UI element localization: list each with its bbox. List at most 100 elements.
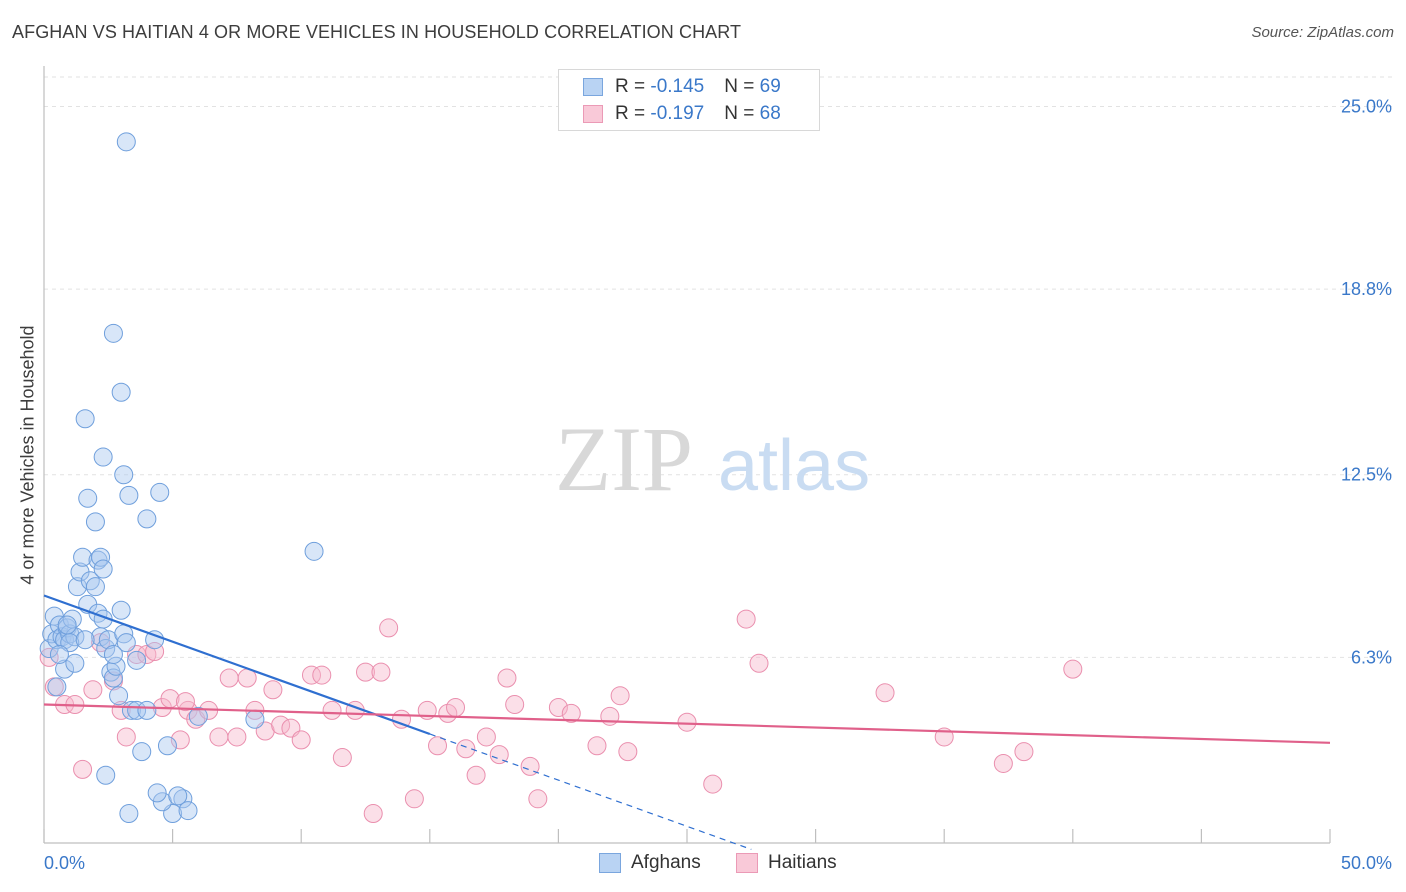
haitian-point [610,686,630,706]
afghan-point [119,804,139,824]
legend-item-afghans: Afghans [599,852,701,874]
afghan-point [65,653,85,673]
haitians-n-label: N = [724,103,760,124]
haitian-point [209,727,229,747]
haitian-point [428,736,448,756]
haitians-r-value: -0.197 [650,103,705,124]
afghans-legend-swatch [599,853,621,873]
afghan-point [111,382,131,402]
afghan-point [103,644,123,664]
afghan-point [109,686,129,706]
afghan-point [111,600,131,620]
haitian-point [116,727,136,747]
afghan-point [119,485,139,505]
afghan-point [132,742,152,762]
afghan-point [73,547,93,567]
afghan-points [39,132,324,824]
afghan-point [116,633,136,653]
afghan-point [103,323,123,343]
afghan-point [47,677,67,697]
watermark-atlas: atlas [718,426,870,506]
watermark: ZIP atlas [555,408,870,510]
haitian-point [561,703,581,723]
afghan-point [91,627,111,647]
afghans-r-label: R = [615,76,651,97]
haitians-n-value: 68 [759,103,781,124]
afghan-point [150,482,170,502]
haitian-point [312,665,332,685]
afghan-point [93,559,113,579]
haitian-point [456,739,476,759]
afghan-point [173,789,193,809]
haitian-point [73,759,93,779]
haitians-legend-label: Haitians [768,852,837,873]
afghan-point [49,644,69,664]
x-tick-label: 0.0% [44,853,85,873]
afghan-point [245,709,265,729]
afghan-point [127,700,147,720]
haitian-point [703,774,723,794]
afghan-point [88,603,108,623]
haitians-trend-line [43,703,1331,744]
afghan-point [85,512,105,532]
axes [43,66,1331,844]
afghan-point [168,786,188,806]
series-legend: Afghans Haitians [0,852,1406,878]
trend-lines [43,594,1331,850]
haitian-point [736,609,756,629]
haitian-point [291,730,311,750]
haitian-point [548,697,568,717]
haitian-point [587,736,607,756]
haitian-point [1014,742,1034,762]
afghan-point [88,550,108,570]
haitians-r-label: R = [615,103,651,124]
y-tick-label: 12.5% [1341,465,1392,485]
afghan-point [137,509,157,529]
afghan-point [103,668,123,688]
afghan-point [91,547,111,567]
haitian-point [528,789,548,809]
afghan-point [78,488,98,508]
afghan-point [75,409,95,429]
afghan-point [80,571,100,591]
haitian-point [618,742,638,762]
haitian-point [371,662,391,682]
y-axis-label: 4 or more Vehicles in Household [17,325,38,585]
haitian-point [438,703,458,723]
afghans-r-value: -0.145 [650,76,705,97]
haitian-point [137,644,157,664]
grid-lines [44,76,1392,658]
x-tick-label: 50.0% [1341,853,1392,873]
haitian-point [219,668,239,688]
y-tick-label: 25.0% [1341,96,1392,116]
afghan-point [75,630,95,650]
haitian-point [677,712,697,732]
afghan-point [157,736,177,756]
afghan-point [145,630,165,650]
haitian-point [227,727,247,747]
chart-title: AFGHAN VS HAITIAN 4 OR MORE VEHICLES IN … [12,22,742,42]
haitian-point [363,804,383,824]
afghan-point [85,577,105,597]
y-tick-label: 6.3% [1351,647,1392,667]
haitian-point [83,680,103,700]
haitian-point [466,765,486,785]
legend-item-haitians: Haitians [736,852,837,874]
haitian-point [497,668,517,688]
afghan-point [114,465,134,485]
afghan-point [137,700,157,720]
haitian-point [993,753,1013,773]
legend-row-afghans: R = -0.145 N = 69 [583,76,781,98]
afghan-point [55,659,75,679]
haitian-point [91,633,111,653]
tick-labels: 6.3% 12.5% 18.8% 25.0% 0.0% 50.0% [44,96,1392,873]
haitian-point [476,727,496,747]
legend-row-haitians: R = -0.197 N = 68 [583,103,781,125]
afghans-swatch [583,78,603,96]
haitian-point [379,618,399,638]
haitian-point [446,697,466,717]
haitian-point [332,748,352,768]
haitian-point [404,789,424,809]
afghans-n-label: N = [724,76,760,97]
